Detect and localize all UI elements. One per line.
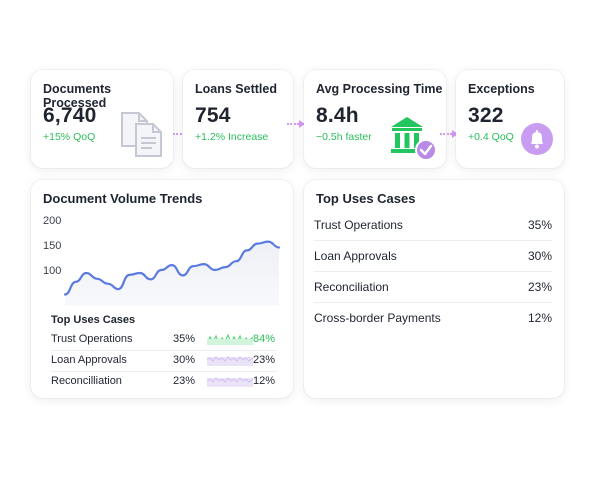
table-row[interactable]: Reconcilliation 23% 12% (51, 372, 277, 392)
top-uses-card: Top Uses Cases Trust Operations 35% Loan… (304, 180, 564, 398)
kpi-card-processing-time[interactable]: Avg Processing Time 8.4h −0.5h faster (304, 70, 446, 168)
list-item[interactable]: Trust Operations 35% (314, 210, 552, 241)
flow-arrow (287, 119, 305, 129)
kpi-delta: +0.4 QoQ (468, 131, 514, 143)
trends-title: Document Volume Trends (43, 191, 203, 206)
use-case-name: Reconciliation (314, 280, 389, 294)
use-case-pct: 35% (527, 218, 552, 232)
row-sparkline (207, 356, 253, 366)
y-tick-label: 100 (43, 265, 62, 277)
y-tick-label: 200 (43, 215, 62, 227)
row-name: Trust Operations (51, 333, 133, 345)
kpi-value: 6,740 (43, 104, 97, 127)
row-pct: 35% (173, 333, 196, 345)
kpi-title: Exceptions (468, 82, 535, 96)
row-name: Loan Approvals (51, 354, 127, 366)
row-sparkline (207, 333, 253, 345)
trends-card: Document Volume Trends 200 150 100 Top U… (31, 180, 293, 398)
use-case-name: Loan Approvals (314, 249, 397, 263)
kpi-delta: −0.5h faster (316, 131, 372, 143)
flow-arrow (440, 129, 458, 139)
use-case-name: Trust Operations (314, 218, 403, 232)
row-name: Reconcilliation (51, 375, 122, 387)
use-case-pct: 23% (527, 280, 552, 294)
kpi-title: Avg Processing Time (316, 82, 443, 96)
row-pct-secondary: 84% (252, 333, 275, 345)
kpi-value: 8.4h (316, 104, 359, 127)
row-pct: 30% (173, 354, 196, 366)
bank-check-icon (391, 117, 437, 161)
trend-line-chart (63, 240, 281, 306)
use-case-pct: 12% (527, 311, 552, 325)
trend-series-line (63, 240, 281, 296)
kpi-card-exceptions[interactable]: Exceptions 322 +0.4 QoQ (456, 70, 564, 168)
row-pct-secondary: 23% (252, 354, 275, 366)
list-item[interactable]: Loan Approvals 30% (314, 241, 552, 272)
kpi-title: Documents Processed (43, 82, 112, 110)
list-item[interactable]: Cross-border Payments 12% (314, 303, 552, 333)
kpi-title: Loans Settled (195, 82, 277, 96)
list-item[interactable]: Reconciliation 23% (314, 272, 552, 303)
kpi-value: 322 (468, 104, 504, 127)
mini-table-title: Top Uses Cases (51, 314, 136, 326)
kpi-card-documents[interactable]: Documents Processed 6,740 +15% QoQ (31, 70, 173, 168)
top-uses-title: Top Uses Cases (316, 191, 416, 206)
use-case-name: Cross-border Payments (314, 311, 441, 325)
table-row[interactable]: Trust Operations 35% 84% (51, 330, 277, 351)
kpi-card-loans[interactable]: Loans Settled 754 +1.2% Increase (183, 70, 293, 168)
documents-icon (121, 112, 162, 157)
kpi-delta: +1.2% Increase (195, 131, 269, 143)
kpi-delta: +15% QoQ (43, 131, 96, 143)
row-pct: 23% (173, 375, 196, 387)
bell-icon (521, 123, 553, 155)
row-pct-secondary: 12% (252, 375, 275, 387)
kpi-value: 754 (195, 104, 231, 127)
y-tick-label: 150 (43, 240, 62, 252)
use-case-pct: 30% (527, 249, 552, 263)
row-sparkline (207, 377, 253, 387)
table-row[interactable]: Loan Approvals 30% 23% (51, 351, 277, 372)
